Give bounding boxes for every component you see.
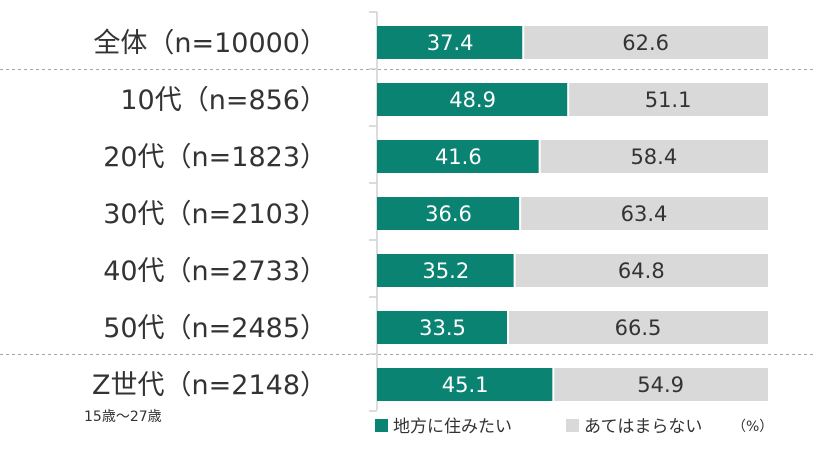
legend-label-series-1: 地方に住みたい — [393, 417, 512, 437]
data-label-series-2: 54.9 — [637, 373, 684, 397]
data-label-series-1: 37.4 — [427, 31, 474, 55]
data-label-series-2: 51.1 — [645, 88, 692, 112]
bar-segment-series-1 — [377, 140, 540, 173]
legend-unit: （%） — [732, 419, 773, 435]
data-label-series-1: 48.9 — [449, 88, 496, 112]
bar-segment-series-1 — [377, 197, 521, 230]
bar-segment-series-1 — [377, 26, 524, 59]
legend-swatch-series-1 — [375, 419, 388, 432]
bar-segment-series-2 — [539, 140, 768, 173]
bar-segment-series-2 — [507, 311, 768, 344]
data-label-series-2: 58.4 — [630, 145, 677, 169]
data-label-series-1: 36.6 — [425, 202, 472, 226]
data-label-series-2: 63.4 — [621, 202, 668, 226]
legend-label-series-2: あてはまらない — [584, 417, 702, 437]
category-axis — [369, 11, 378, 412]
bar-segment-series-1 — [377, 83, 569, 116]
category-label: 20代（n=1823） — [103, 142, 327, 173]
category-note: 15歳～27歳 — [84, 409, 162, 425]
bar-segment-series-1 — [377, 311, 508, 344]
bar-segment-series-1 — [377, 254, 515, 287]
bar-segment-series-2 — [553, 368, 768, 401]
bar-segment-series-2 — [568, 83, 768, 116]
legend: 地方に住みたい あてはまらない （%） — [375, 417, 773, 437]
data-label-series-2: 62.6 — [622, 31, 669, 55]
bar-segment-series-2 — [523, 26, 768, 59]
category-label: 50代（n=2485） — [103, 313, 327, 344]
data-label-series-1: 45.1 — [442, 373, 489, 397]
bar-segment-series-2 — [514, 254, 768, 287]
data-label-series-2: 64.8 — [618, 259, 665, 283]
data-label-series-1: 41.6 — [435, 145, 482, 169]
legend-swatch-series-2 — [566, 419, 579, 432]
separator-lines — [0, 69, 816, 355]
category-label: 40代（n=2733） — [103, 256, 327, 287]
category-labels: 全体（n=10000） 10代（n=856） 20代（n=1823） 30代（n=21… — [92, 28, 327, 401]
bars — [377, 26, 768, 401]
data-label-series-1: 33.5 — [419, 316, 466, 340]
category-label: 全体（n=10000） — [93, 28, 327, 59]
bar-segment-series-2 — [520, 197, 768, 230]
data-label-series-1: 35.2 — [422, 259, 469, 283]
category-label: Z世代（n=2148） — [92, 370, 327, 401]
bar-segment-series-1 — [377, 368, 554, 401]
category-label: 30代（n=2103） — [103, 199, 327, 230]
category-label: 10代（n=856） — [120, 85, 327, 116]
data-label-series-2: 66.5 — [615, 316, 662, 340]
data-labels: 37.4 62.6 48.9 51.1 41.6 58.4 36.6 63.4 35.2 64.8… — [419, 31, 691, 397]
